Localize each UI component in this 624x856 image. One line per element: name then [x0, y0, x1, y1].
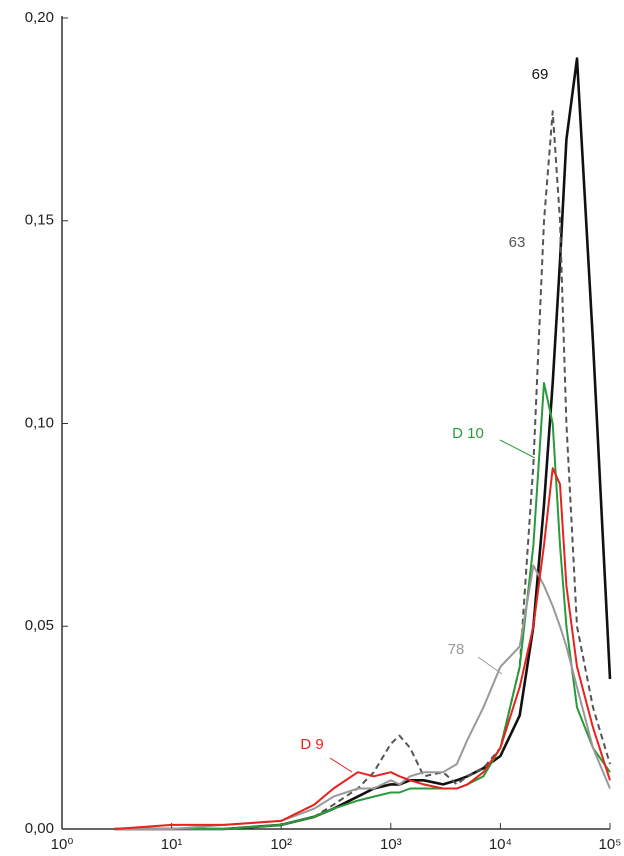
- series-label: 78: [448, 641, 465, 658]
- x-tick-label: 10⁴: [489, 836, 512, 853]
- x-tick-label: 10³: [380, 836, 402, 853]
- label-leader: [499, 439, 536, 459]
- y-tick-label: 0,15: [25, 212, 54, 229]
- series-label: D 10: [452, 425, 484, 442]
- y-tick-label: 0,05: [25, 617, 54, 634]
- x-tick-label: 10⁵: [599, 836, 622, 853]
- series-label: D 9: [300, 736, 323, 753]
- series-line: [114, 110, 611, 830]
- series-label: 63: [509, 234, 526, 251]
- y-tick-label: 0,10: [25, 414, 54, 431]
- label-leader: [329, 757, 353, 773]
- series-line: [114, 467, 611, 830]
- x-tick-label: 10⁰: [51, 836, 74, 853]
- series-line: [114, 564, 611, 830]
- y-tick-label: 0,00: [25, 820, 54, 837]
- x-tick-label: 10²: [270, 836, 292, 853]
- label-leader: [477, 656, 503, 675]
- series-label: 69: [532, 66, 549, 83]
- series-line: [114, 57, 612, 831]
- x-tick-label: 10¹: [161, 836, 183, 853]
- y-tick-label: 0,20: [25, 9, 54, 26]
